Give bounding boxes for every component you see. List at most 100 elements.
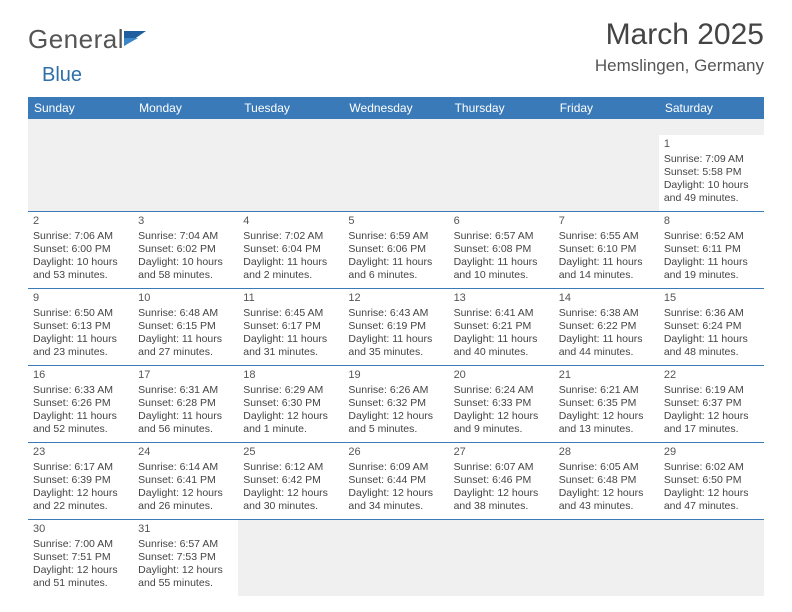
calendar-cell: 18Sunrise: 6:29 AMSunset: 6:30 PMDayligh… [238, 366, 343, 443]
daylight-text: Daylight: 12 hours and 43 minutes. [559, 487, 654, 513]
calendar-cell: 22Sunrise: 6:19 AMSunset: 6:37 PMDayligh… [659, 366, 764, 443]
day-details: Sunrise: 7:02 AMSunset: 6:04 PMDaylight:… [243, 230, 338, 283]
dayname-wed: Wednesday [343, 97, 448, 119]
calendar-cell: 29Sunrise: 6:02 AMSunset: 6:50 PMDayligh… [659, 443, 764, 520]
day-number: 14 [559, 292, 654, 306]
sunset-text: Sunset: 6:28 PM [138, 397, 233, 410]
calendar-cell: 1Sunrise: 7:09 AMSunset: 5:58 PMDaylight… [659, 135, 764, 212]
sunrise-text: Sunrise: 6:31 AM [138, 384, 233, 397]
calendar-cell: 15Sunrise: 6:36 AMSunset: 6:24 PMDayligh… [659, 289, 764, 366]
sunrise-text: Sunrise: 6:50 AM [33, 307, 128, 320]
calendar-cell [554, 135, 659, 212]
daylight-text: Daylight: 11 hours and 19 minutes. [664, 256, 759, 282]
daylight-text: Daylight: 12 hours and 26 minutes. [138, 487, 233, 513]
sunrise-text: Sunrise: 6:52 AM [664, 230, 759, 243]
sunrise-text: Sunrise: 6:05 AM [559, 461, 654, 474]
day-number: 27 [454, 446, 549, 460]
calendar-cell: 24Sunrise: 6:14 AMSunset: 6:41 PMDayligh… [133, 443, 238, 520]
calendar-cell: 26Sunrise: 6:09 AMSunset: 6:44 PMDayligh… [343, 443, 448, 520]
day-details: Sunrise: 6:26 AMSunset: 6:32 PMDaylight:… [348, 384, 443, 437]
sunset-text: Sunset: 6:33 PM [454, 397, 549, 410]
logo-flag-icon [124, 28, 152, 53]
dayname-mon: Monday [133, 97, 238, 119]
calendar-cell: 3Sunrise: 7:04 AMSunset: 6:02 PMDaylight… [133, 212, 238, 289]
day-number: 3 [138, 215, 233, 229]
sunset-text: Sunset: 6:44 PM [348, 474, 443, 487]
calendar-cell: 2Sunrise: 7:06 AMSunset: 6:00 PMDaylight… [28, 212, 133, 289]
day-number: 22 [664, 369, 759, 383]
calendar-week-row: 30Sunrise: 7:00 AMSunset: 7:51 PMDayligh… [28, 520, 764, 597]
calendar-cell [554, 520, 659, 597]
day-number: 23 [33, 446, 128, 460]
sunrise-text: Sunrise: 6:33 AM [33, 384, 128, 397]
day-number: 10 [138, 292, 233, 306]
day-number: 6 [454, 215, 549, 229]
day-details: Sunrise: 6:57 AMSunset: 6:08 PMDaylight:… [454, 230, 549, 283]
sunrise-text: Sunrise: 6:09 AM [348, 461, 443, 474]
calendar-cell: 6Sunrise: 6:57 AMSunset: 6:08 PMDaylight… [449, 212, 554, 289]
day-details: Sunrise: 7:04 AMSunset: 6:02 PMDaylight:… [138, 230, 233, 283]
calendar-cell [449, 135, 554, 212]
dayname-tue: Tuesday [238, 97, 343, 119]
sunset-text: Sunset: 6:37 PM [664, 397, 759, 410]
sunset-text: Sunset: 6:32 PM [348, 397, 443, 410]
sunrise-text: Sunrise: 6:12 AM [243, 461, 338, 474]
daylight-text: Daylight: 11 hours and 31 minutes. [243, 333, 338, 359]
logo: General [28, 18, 154, 55]
daylight-text: Daylight: 11 hours and 27 minutes. [138, 333, 233, 359]
sunrise-text: Sunrise: 7:06 AM [33, 230, 128, 243]
calendar-cell: 9Sunrise: 6:50 AMSunset: 6:13 PMDaylight… [28, 289, 133, 366]
daylight-text: Daylight: 12 hours and 1 minute. [243, 410, 338, 436]
calendar-cell: 4Sunrise: 7:02 AMSunset: 6:04 PMDaylight… [238, 212, 343, 289]
day-details: Sunrise: 6:19 AMSunset: 6:37 PMDaylight:… [664, 384, 759, 437]
calendar-cell: 14Sunrise: 6:38 AMSunset: 6:22 PMDayligh… [554, 289, 659, 366]
day-details: Sunrise: 6:59 AMSunset: 6:06 PMDaylight:… [348, 230, 443, 283]
sunset-text: Sunset: 6:08 PM [454, 243, 549, 256]
daylight-text: Daylight: 12 hours and 9 minutes. [454, 410, 549, 436]
sunrise-text: Sunrise: 6:57 AM [138, 538, 233, 551]
day-details: Sunrise: 6:29 AMSunset: 6:30 PMDaylight:… [243, 384, 338, 437]
daylight-text: Daylight: 11 hours and 40 minutes. [454, 333, 549, 359]
calendar-cell [133, 135, 238, 212]
daylight-text: Daylight: 11 hours and 23 minutes. [33, 333, 128, 359]
daylight-text: Daylight: 11 hours and 14 minutes. [559, 256, 654, 282]
day-details: Sunrise: 6:50 AMSunset: 6:13 PMDaylight:… [33, 307, 128, 360]
calendar-cell: 7Sunrise: 6:55 AMSunset: 6:10 PMDaylight… [554, 212, 659, 289]
calendar-cell: 27Sunrise: 6:07 AMSunset: 6:46 PMDayligh… [449, 443, 554, 520]
daylight-text: Daylight: 12 hours and 13 minutes. [559, 410, 654, 436]
calendar-cell: 28Sunrise: 6:05 AMSunset: 6:48 PMDayligh… [554, 443, 659, 520]
sunset-text: Sunset: 6:50 PM [664, 474, 759, 487]
sunrise-text: Sunrise: 6:57 AM [454, 230, 549, 243]
day-number: 26 [348, 446, 443, 460]
calendar-cell: 31Sunrise: 6:57 AMSunset: 7:53 PMDayligh… [133, 520, 238, 597]
daylight-text: Daylight: 10 hours and 58 minutes. [138, 256, 233, 282]
sunrise-text: Sunrise: 7:00 AM [33, 538, 128, 551]
day-details: Sunrise: 6:52 AMSunset: 6:11 PMDaylight:… [664, 230, 759, 283]
sunset-text: Sunset: 5:58 PM [664, 166, 759, 179]
sunset-text: Sunset: 6:02 PM [138, 243, 233, 256]
daylight-text: Daylight: 12 hours and 51 minutes. [33, 564, 128, 590]
day-details: Sunrise: 6:05 AMSunset: 6:48 PMDaylight:… [559, 461, 654, 514]
sunrise-text: Sunrise: 6:02 AM [664, 461, 759, 474]
day-details: Sunrise: 7:00 AMSunset: 7:51 PMDaylight:… [33, 538, 128, 591]
daylight-text: Daylight: 11 hours and 6 minutes. [348, 256, 443, 282]
day-details: Sunrise: 6:21 AMSunset: 6:35 PMDaylight:… [559, 384, 654, 437]
daylight-text: Daylight: 12 hours and 38 minutes. [454, 487, 549, 513]
location-label: Hemslingen, Germany [595, 56, 764, 76]
logo-text-general: General [28, 24, 124, 55]
calendar-cell: 23Sunrise: 6:17 AMSunset: 6:39 PMDayligh… [28, 443, 133, 520]
calendar-cell: 25Sunrise: 6:12 AMSunset: 6:42 PMDayligh… [238, 443, 343, 520]
sunrise-text: Sunrise: 6:45 AM [243, 307, 338, 320]
sunrise-text: Sunrise: 6:48 AM [138, 307, 233, 320]
sunrise-text: Sunrise: 6:38 AM [559, 307, 654, 320]
day-details: Sunrise: 6:57 AMSunset: 7:53 PMDaylight:… [138, 538, 233, 591]
daylight-text: Daylight: 11 hours and 10 minutes. [454, 256, 549, 282]
calendar-week-row: 16Sunrise: 6:33 AMSunset: 6:26 PMDayligh… [28, 366, 764, 443]
day-details: Sunrise: 6:45 AMSunset: 6:17 PMDaylight:… [243, 307, 338, 360]
day-number: 30 [33, 523, 128, 537]
sunset-text: Sunset: 6:19 PM [348, 320, 443, 333]
sunrise-text: Sunrise: 6:29 AM [243, 384, 338, 397]
day-details: Sunrise: 6:55 AMSunset: 6:10 PMDaylight:… [559, 230, 654, 283]
day-details: Sunrise: 6:02 AMSunset: 6:50 PMDaylight:… [664, 461, 759, 514]
daylight-text: Daylight: 11 hours and 48 minutes. [664, 333, 759, 359]
